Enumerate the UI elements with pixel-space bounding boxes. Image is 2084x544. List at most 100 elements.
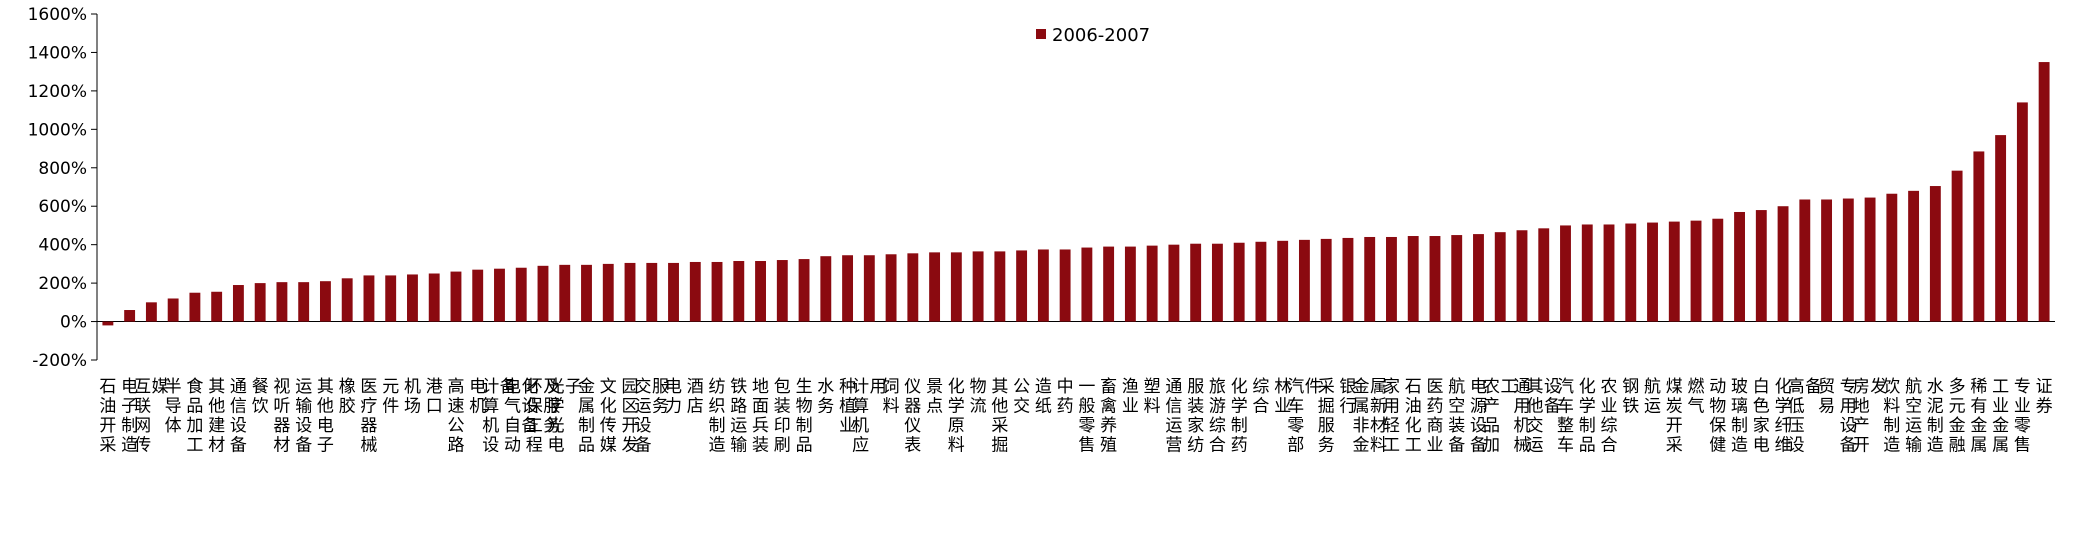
svg-text:化: 化 [600, 397, 617, 417]
svg-text:业: 业 [1122, 397, 1139, 417]
svg-text:机: 机 [404, 377, 421, 397]
svg-text:料: 料 [883, 397, 900, 417]
svg-text:属: 属 [1970, 436, 1987, 456]
bar [102, 321, 114, 326]
bar [559, 264, 571, 322]
svg-text:金: 金 [1353, 377, 1370, 397]
svg-text:旅: 旅 [1209, 377, 1226, 397]
bar [1407, 236, 1419, 322]
svg-text:服: 服 [543, 397, 560, 417]
y-tick-label: -200% [32, 351, 87, 371]
svg-text:动: 动 [504, 436, 521, 456]
svg-text:信: 信 [230, 397, 247, 417]
bar [341, 278, 353, 322]
svg-text:设: 设 [522, 397, 539, 417]
svg-text:其: 其 [208, 377, 225, 397]
svg-text:制: 制 [1579, 416, 1596, 436]
svg-text:制: 制 [121, 416, 138, 436]
svg-text:路: 路 [730, 397, 747, 417]
bar [494, 268, 505, 322]
svg-text:务: 务 [817, 397, 834, 417]
svg-text:气: 气 [1688, 397, 1705, 417]
svg-text:导: 导 [165, 397, 182, 417]
svg-text:商: 商 [1427, 416, 1444, 436]
svg-text:电: 电 [1470, 377, 1487, 397]
bar [1016, 250, 1028, 322]
svg-text:气: 气 [504, 397, 521, 417]
category-label: 林业 [1274, 377, 1291, 417]
svg-text:工: 工 [186, 436, 203, 456]
category-label: 航运 [1644, 377, 1661, 417]
bar [363, 275, 375, 322]
svg-text:口: 口 [426, 397, 443, 417]
svg-text:生: 生 [796, 377, 813, 397]
category-label: 餐饮 [252, 377, 269, 417]
svg-text:料: 料 [1883, 397, 1900, 417]
svg-text:纸: 纸 [1035, 397, 1052, 417]
bar [1320, 238, 1332, 322]
svg-text:石: 石 [1405, 377, 1422, 397]
svg-text:光: 光 [548, 377, 565, 397]
svg-text:金: 金 [578, 377, 595, 397]
svg-text:业: 业 [1274, 397, 1291, 417]
svg-text:包: 包 [774, 377, 791, 397]
bar [1973, 151, 1985, 322]
svg-text:器: 器 [273, 416, 290, 436]
svg-text:运: 运 [730, 416, 747, 436]
bar [1625, 223, 1637, 322]
svg-text:子: 子 [121, 397, 138, 417]
svg-text:铁: 铁 [730, 377, 747, 397]
svg-text:制: 制 [709, 416, 726, 436]
svg-text:餐: 餐 [252, 377, 269, 397]
svg-text:稀: 稀 [1970, 377, 1987, 397]
svg-text:交: 交 [1527, 416, 1544, 436]
svg-text:装: 装 [1448, 416, 1465, 436]
svg-text:开: 开 [1666, 416, 1683, 436]
svg-text:银: 银 [1339, 377, 1356, 397]
svg-text:泥: 泥 [1927, 397, 1944, 417]
bar [450, 271, 462, 322]
svg-text:织: 织 [709, 397, 726, 417]
svg-text:炭: 炭 [1666, 397, 1683, 417]
bar [1712, 218, 1724, 322]
svg-text:装: 装 [774, 397, 791, 417]
svg-text:刷: 刷 [774, 436, 791, 456]
svg-text:仪: 仪 [904, 377, 921, 397]
bar [1799, 199, 1811, 322]
svg-text:有: 有 [1970, 397, 1987, 417]
svg-text:医: 医 [360, 377, 377, 397]
svg-text:媒: 媒 [600, 436, 617, 456]
bar [1668, 221, 1680, 322]
svg-text:轻: 轻 [1383, 416, 1400, 436]
bar [1233, 242, 1245, 322]
svg-text:食: 食 [186, 377, 203, 397]
bar [1473, 234, 1484, 322]
svg-text:车: 车 [1557, 397, 1574, 417]
bar [646, 262, 658, 322]
svg-text:加: 加 [186, 416, 203, 436]
svg-text:联: 联 [134, 397, 151, 417]
category-label: 综合 [1252, 377, 1269, 417]
bar [537, 265, 549, 322]
svg-text:发: 发 [1870, 377, 1887, 397]
category-label: 种植业 [839, 377, 856, 436]
svg-text:造: 造 [121, 436, 138, 456]
category-label: 橡胶 [339, 377, 356, 417]
bar [863, 255, 875, 322]
svg-text:药: 药 [1427, 397, 1444, 417]
bar [755, 261, 766, 322]
svg-text:物: 物 [970, 377, 987, 397]
svg-text:他: 他 [208, 397, 225, 417]
bar [167, 298, 179, 322]
